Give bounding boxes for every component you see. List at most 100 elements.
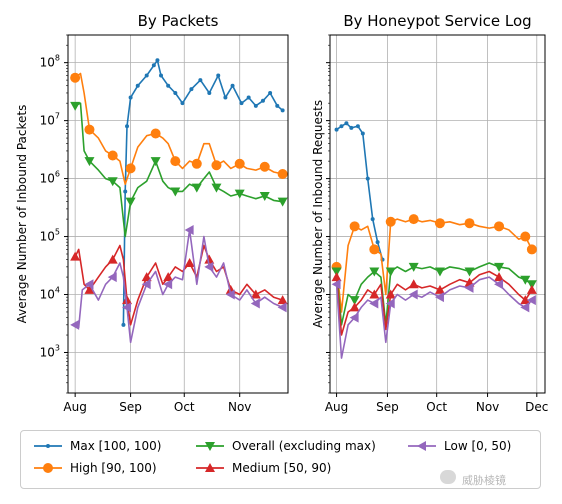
legend-marker — [205, 463, 215, 472]
data-point — [349, 312, 359, 323]
data-point — [275, 103, 280, 108]
data-point — [122, 295, 133, 305]
data-point — [365, 176, 370, 181]
data-point — [464, 218, 475, 229]
x-tick-label: Oct — [426, 400, 447, 414]
data-point — [434, 284, 445, 294]
data-point — [385, 267, 396, 277]
data-point — [331, 279, 341, 290]
data-point — [369, 289, 380, 299]
data-point — [123, 189, 128, 194]
data-point — [520, 231, 531, 242]
data-point — [155, 58, 160, 63]
data-point — [204, 261, 214, 272]
y-tick-label: 104 — [40, 286, 60, 302]
data-point — [494, 262, 505, 272]
series-line — [74, 244, 283, 326]
x-tick-label: Aug — [325, 400, 348, 414]
data-point — [84, 279, 94, 290]
data-point — [385, 216, 396, 227]
wechat-icon — [440, 470, 456, 484]
data-point — [125, 197, 136, 207]
data-point — [225, 289, 235, 300]
data-point — [494, 221, 505, 232]
series-overall — [331, 262, 537, 326]
legend-label: Overall (excluding max) — [232, 439, 376, 453]
data-point — [144, 73, 149, 78]
data-point — [84, 157, 95, 167]
series-line — [74, 229, 283, 344]
series-line — [335, 276, 533, 359]
data-point — [122, 302, 132, 313]
legend-marker — [205, 442, 215, 451]
data-point — [70, 251, 81, 261]
data-point — [159, 73, 164, 78]
data-point — [253, 103, 258, 108]
y-axis-label: Average Number of Inbound Requests — [311, 100, 325, 328]
data-point — [230, 83, 235, 88]
y-tick-label: 103 — [40, 343, 60, 359]
legend-label: Max [100, 100) — [70, 439, 161, 453]
data-point — [339, 124, 344, 129]
data-point — [408, 262, 419, 272]
data-point — [526, 280, 537, 290]
data-point — [84, 284, 95, 294]
data-point — [163, 272, 174, 282]
legend-entry: Overall (excluding max) — [196, 439, 376, 453]
data-point — [349, 125, 354, 130]
x-tick-label: Oct — [174, 400, 195, 414]
data-point — [128, 95, 133, 100]
data-point — [211, 183, 222, 193]
data-point — [70, 319, 80, 330]
data-point — [520, 275, 531, 285]
legend-entry: High [90, 100) — [34, 461, 157, 475]
data-point — [173, 90, 178, 95]
chart-title: By Packets — [138, 12, 219, 30]
data-point — [191, 183, 202, 193]
data-point — [277, 302, 287, 313]
series-medium — [70, 244, 288, 326]
data-point — [135, 83, 140, 88]
data-point — [70, 101, 81, 111]
series-line — [336, 122, 384, 260]
data-point — [331, 267, 342, 277]
data-point — [268, 90, 273, 95]
data-point — [70, 72, 81, 83]
data-point — [207, 90, 212, 95]
data-point — [334, 127, 339, 132]
data-point — [107, 150, 118, 161]
data-point — [408, 289, 418, 300]
data-point — [189, 87, 194, 92]
data-point — [166, 83, 171, 88]
panel-2: Aug Sep Oct Nov Dec By Honeypot Service Log Av… — [311, 12, 548, 414]
series-line — [335, 218, 533, 313]
data-point — [259, 192, 270, 202]
data-point — [355, 124, 360, 129]
data-point — [434, 218, 445, 229]
data-point — [141, 272, 152, 282]
data-point — [191, 158, 202, 169]
legend — [20, 430, 541, 489]
series-max — [121, 58, 285, 327]
data-point — [494, 272, 505, 282]
legend-label: Medium [50, 90) — [232, 461, 331, 475]
y-axis-label: Average Number of Inbound Packets — [15, 105, 29, 324]
data-point — [277, 295, 288, 305]
data-point — [125, 163, 136, 174]
data-point — [223, 95, 228, 100]
data-point — [150, 157, 161, 167]
data-point — [234, 158, 245, 169]
data-point — [184, 257, 195, 267]
data-point — [246, 95, 251, 100]
data-point — [349, 296, 360, 306]
chart-title: By Honeypot Service Log — [343, 12, 531, 30]
data-point — [526, 244, 537, 255]
data-point — [216, 73, 221, 78]
data-point — [280, 108, 285, 113]
series-medium — [331, 270, 537, 336]
series-low — [331, 276, 536, 359]
data-point — [170, 187, 181, 197]
data-point — [385, 298, 395, 309]
data-point — [121, 322, 126, 327]
